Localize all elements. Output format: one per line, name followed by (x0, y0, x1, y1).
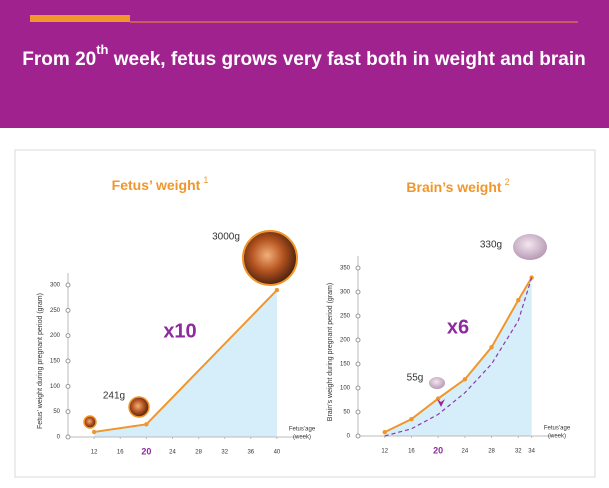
y-tick (65, 383, 71, 389)
x-tick-label: 16 (117, 450, 124, 456)
point (144, 422, 149, 427)
slide-title: From 20th week, fetus grows very fast bo… (22, 42, 585, 70)
y-tick-label: 50 (53, 409, 60, 415)
title-note: 1 (203, 175, 208, 185)
y-tick (355, 409, 361, 415)
photo (128, 396, 150, 418)
header-accent (30, 15, 130, 22)
annotation: 3000g (212, 232, 240, 243)
point (462, 377, 468, 382)
annotation: 55g (407, 373, 424, 384)
annotation: 241g (103, 391, 125, 402)
chart-title: Brain’s weight 2 (406, 177, 509, 194)
point (529, 275, 534, 280)
chart-brain: 0 50 100 150 200 250 300 350 12 16 20 24 28 32 34 Brain… (327, 177, 571, 455)
x-tick-label: 24 (169, 450, 176, 456)
chart-title: Fetus’ weight 1 (112, 175, 209, 192)
x-tick-label: 20 (433, 445, 443, 455)
y-tick-label: 150 (50, 359, 61, 365)
point (489, 345, 494, 350)
x-tick-label: 32 (221, 450, 228, 456)
brain-icon (513, 234, 547, 260)
point (274, 287, 280, 293)
y-tick-label: 200 (50, 333, 61, 339)
point (382, 429, 387, 435)
area (384, 277, 532, 436)
annotation: x6 (447, 316, 469, 338)
title-text: Brain’s weight (406, 179, 502, 195)
x-tick-label: 40 (274, 450, 281, 456)
y-tick-label: 300 (340, 290, 351, 296)
y-tick (355, 313, 361, 319)
photo (242, 230, 298, 286)
y-tick-label: 100 (340, 386, 351, 392)
y-tick-label: 0 (57, 435, 61, 441)
brain-icon (429, 377, 445, 389)
y-tick (355, 289, 361, 295)
y-axis-label: Fetus’ weight during pregnant period (gr… (37, 293, 44, 429)
y-axis-label: Brain’s weight during pregnant period (g… (327, 283, 334, 421)
area (94, 290, 277, 437)
y-tick-label: 250 (340, 314, 351, 320)
annotation: x10 (163, 320, 196, 342)
x-tick-label: 12 (91, 450, 98, 456)
x-tick-label: 20 (141, 446, 151, 456)
y-tick (65, 333, 71, 339)
y-tick-label: 50 (343, 410, 350, 416)
x-axis-label: Fetus’age (289, 427, 316, 433)
y-tick-label: 150 (340, 362, 351, 368)
y-tick (355, 385, 361, 391)
x-tick-label: 28 (488, 449, 495, 455)
y-tick (65, 358, 71, 364)
photo (83, 415, 97, 429)
y-tick (65, 307, 71, 313)
x-tick-label: 36 (247, 450, 254, 456)
content-frame (14, 149, 596, 478)
title-note: 2 (505, 177, 510, 187)
x-axis-label: Fetus’age (544, 426, 571, 432)
x-tick-label: 28 (195, 450, 202, 456)
x-tick-label: 32 (515, 449, 522, 455)
arrow (437, 394, 445, 407)
title-text: Fetus’ weight (112, 177, 201, 193)
chart-fetus: 0 50 100 150 200 250 300 12 16 20 24 28 32 36 40 Fetus’… (37, 175, 316, 456)
y-tick (355, 265, 361, 271)
x-tick-label: 34 (528, 449, 535, 455)
y-tick-label: 250 (50, 308, 61, 314)
point (409, 417, 414, 422)
y-tick-label: 350 (340, 266, 351, 272)
point (91, 429, 97, 435)
y-tick-label: 200 (340, 338, 351, 344)
y-tick (65, 282, 71, 288)
y-tick-label: 100 (50, 384, 61, 390)
x-tick-label: 16 (408, 449, 415, 455)
annotation: 330g (480, 240, 502, 251)
y-tick (65, 434, 71, 440)
y-tick-label: 300 (50, 283, 61, 289)
y-tick (355, 337, 361, 343)
y-tick (355, 361, 361, 367)
x-tick-label: 24 (462, 449, 469, 455)
point (435, 396, 441, 401)
y-tick (65, 409, 71, 415)
series-line (384, 277, 533, 437)
x-axis-label: (week) (548, 434, 566, 440)
x-axis-label: (week) (293, 435, 311, 441)
y-tick-label: 0 (347, 434, 351, 440)
x-tick-label: 12 (381, 449, 388, 455)
y-tick (355, 433, 361, 439)
point (516, 297, 521, 303)
